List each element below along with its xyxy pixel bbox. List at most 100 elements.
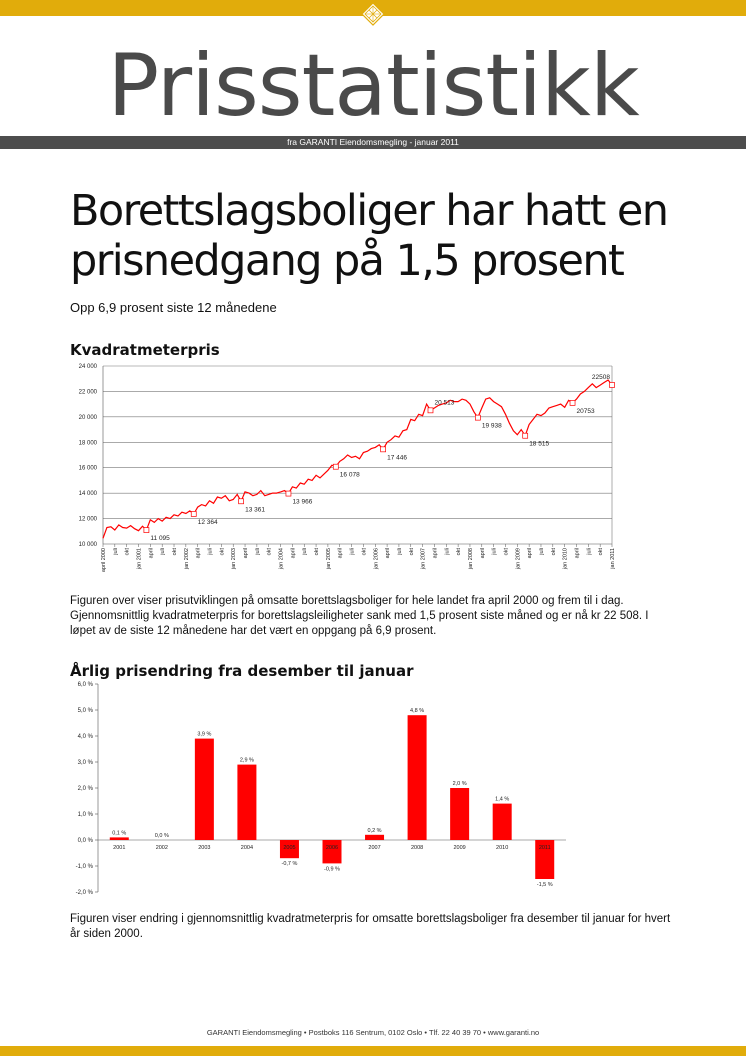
data-marker [238,498,244,505]
x-tick-label: okt [409,548,415,556]
x-tick-label: juli [444,548,450,556]
y-tick-label: 12 000 [79,517,98,523]
data-label: 17 446 [387,454,407,461]
x-tick-label: juli [397,548,403,556]
x-tick-label: juli [255,548,261,556]
data-label: 20753 [577,408,595,415]
bar [194,738,214,840]
x-tick-label: april [243,548,249,558]
paragraph-arlig-prisendring: Figuren viser endring i gjennomsnittlig … [70,913,671,940]
x-tick-label: okt [267,548,273,556]
x-tick-label: jan 2003 [231,548,237,570]
x-tick-label: okt [172,548,178,556]
section-title-arlig-prisendring: Årlig prisendring fra desember til janua… [70,662,414,680]
x-tick-label: jan 2002 [184,548,190,570]
bar-value-label: -1,5 % [537,882,553,888]
x-tick-label: okt [219,548,225,556]
x-tick-label: okt [503,548,509,556]
category-label: 2003 [198,845,210,851]
line-chart: 10 000 12 000 14 000 16 000 18 000 20 000 22 0… [79,364,616,572]
data-marker [609,382,615,388]
y-tick-label: 3,0 % [78,760,94,766]
data-marker [474,414,481,421]
bar-value-label: 2,9 % [240,758,254,764]
x-tick-label: april 2000 [101,548,107,572]
x-tick-label: juli [160,548,166,556]
x-tick-label: okt [551,548,557,556]
x-tick-label: april [148,548,154,558]
x-tick-label: okt [361,548,367,556]
x-tick-label: juli [539,548,545,556]
bar-value-label: 0,0 % [155,833,169,839]
y-tick-label: 18 000 [79,440,98,446]
bar [109,837,129,840]
x-tick-label: jan 2001 [137,548,143,570]
x-tick-label: april [432,548,438,558]
y-tick-label: 1,0 % [78,812,94,818]
data-marker [380,446,386,453]
masthead-subtitle: fra GARANTI Eiendomsmegling - januar 201… [287,137,459,147]
bar-value-label: -0,7 % [282,861,298,867]
data-marker [569,400,576,406]
category-label: 2010 [496,845,508,851]
x-tick-label: jan 2011 [610,548,616,570]
x-tick-label: jan 2010 [563,548,569,570]
y-tick-label: 14 000 [79,491,98,497]
y-tick-label: -1,0 % [76,864,94,870]
y-tick-label: 2,0 % [78,786,94,792]
x-tick-label: jan 2006 [373,548,379,570]
bar [365,834,385,840]
bar-value-label: 4,8 % [410,708,424,714]
bar [407,715,427,840]
data-label: 20 513 [434,399,454,406]
bar-value-label: 1,4 % [495,797,509,803]
x-tick-label: okt [598,548,604,556]
data-marker [285,490,292,497]
category-label: 2006 [326,845,338,851]
bottom-accent-bar [0,1046,746,1056]
bar [450,788,470,840]
x-tick-label: juli [586,548,592,556]
masthead: Prisstatistikk [0,36,746,136]
headline: Borettslagsboliger har hatt en prisnedga… [70,186,669,286]
section-title-kvadratmeterpris: Kvadratmeterpris [70,341,220,359]
masthead-title: Prisstatistikk [107,36,639,136]
category-label: 2011 [539,845,551,851]
y-tick-label: 20 000 [79,415,98,421]
paragraph-kvadratmeterpris: Figuren over viser prisutviklingen på om… [70,595,649,637]
bar [322,840,342,864]
data-label: 12 364 [198,519,218,526]
data-label: 22508 [592,374,610,381]
category-label: 2008 [411,845,423,851]
category-label: 2005 [283,845,295,851]
diamond-lattice-logo-icon [361,2,385,26]
x-tick-label: april [385,548,391,558]
x-tick-label: juli [492,548,498,556]
y-tick-label: 6,0 % [78,682,94,688]
y-tick-label: 4,0 % [78,734,94,740]
x-tick-label: jan 2005 [326,548,332,570]
category-label: 2009 [454,845,466,851]
x-tick-label: juli [113,548,119,556]
bar-value-label: -0,9 % [324,866,340,872]
y-tick-label: 5,0 % [78,708,94,714]
data-label: 13 361 [245,506,265,513]
x-tick-label: jan 2004 [279,548,285,570]
x-tick-label: okt [456,548,462,556]
x-tick-label: juli [350,548,356,556]
bar [237,764,257,840]
category-label: 2007 [368,845,380,851]
data-label: 11 095 [150,535,170,542]
x-tick-label: jan 2009 [515,548,521,570]
data-marker [332,463,339,470]
x-tick-label: okt [125,548,131,556]
y-tick-label: 16 000 [79,466,98,472]
data-marker [427,407,434,414]
y-tick-label: 10 000 [79,542,98,548]
x-tick-label: april [527,548,533,558]
x-tick-label: jan 2008 [468,548,474,570]
line-series [102,379,613,539]
y-tick-label: 24 000 [79,364,98,370]
x-tick-label: april [574,548,580,558]
bar-value-label: 3,9 % [197,732,211,738]
